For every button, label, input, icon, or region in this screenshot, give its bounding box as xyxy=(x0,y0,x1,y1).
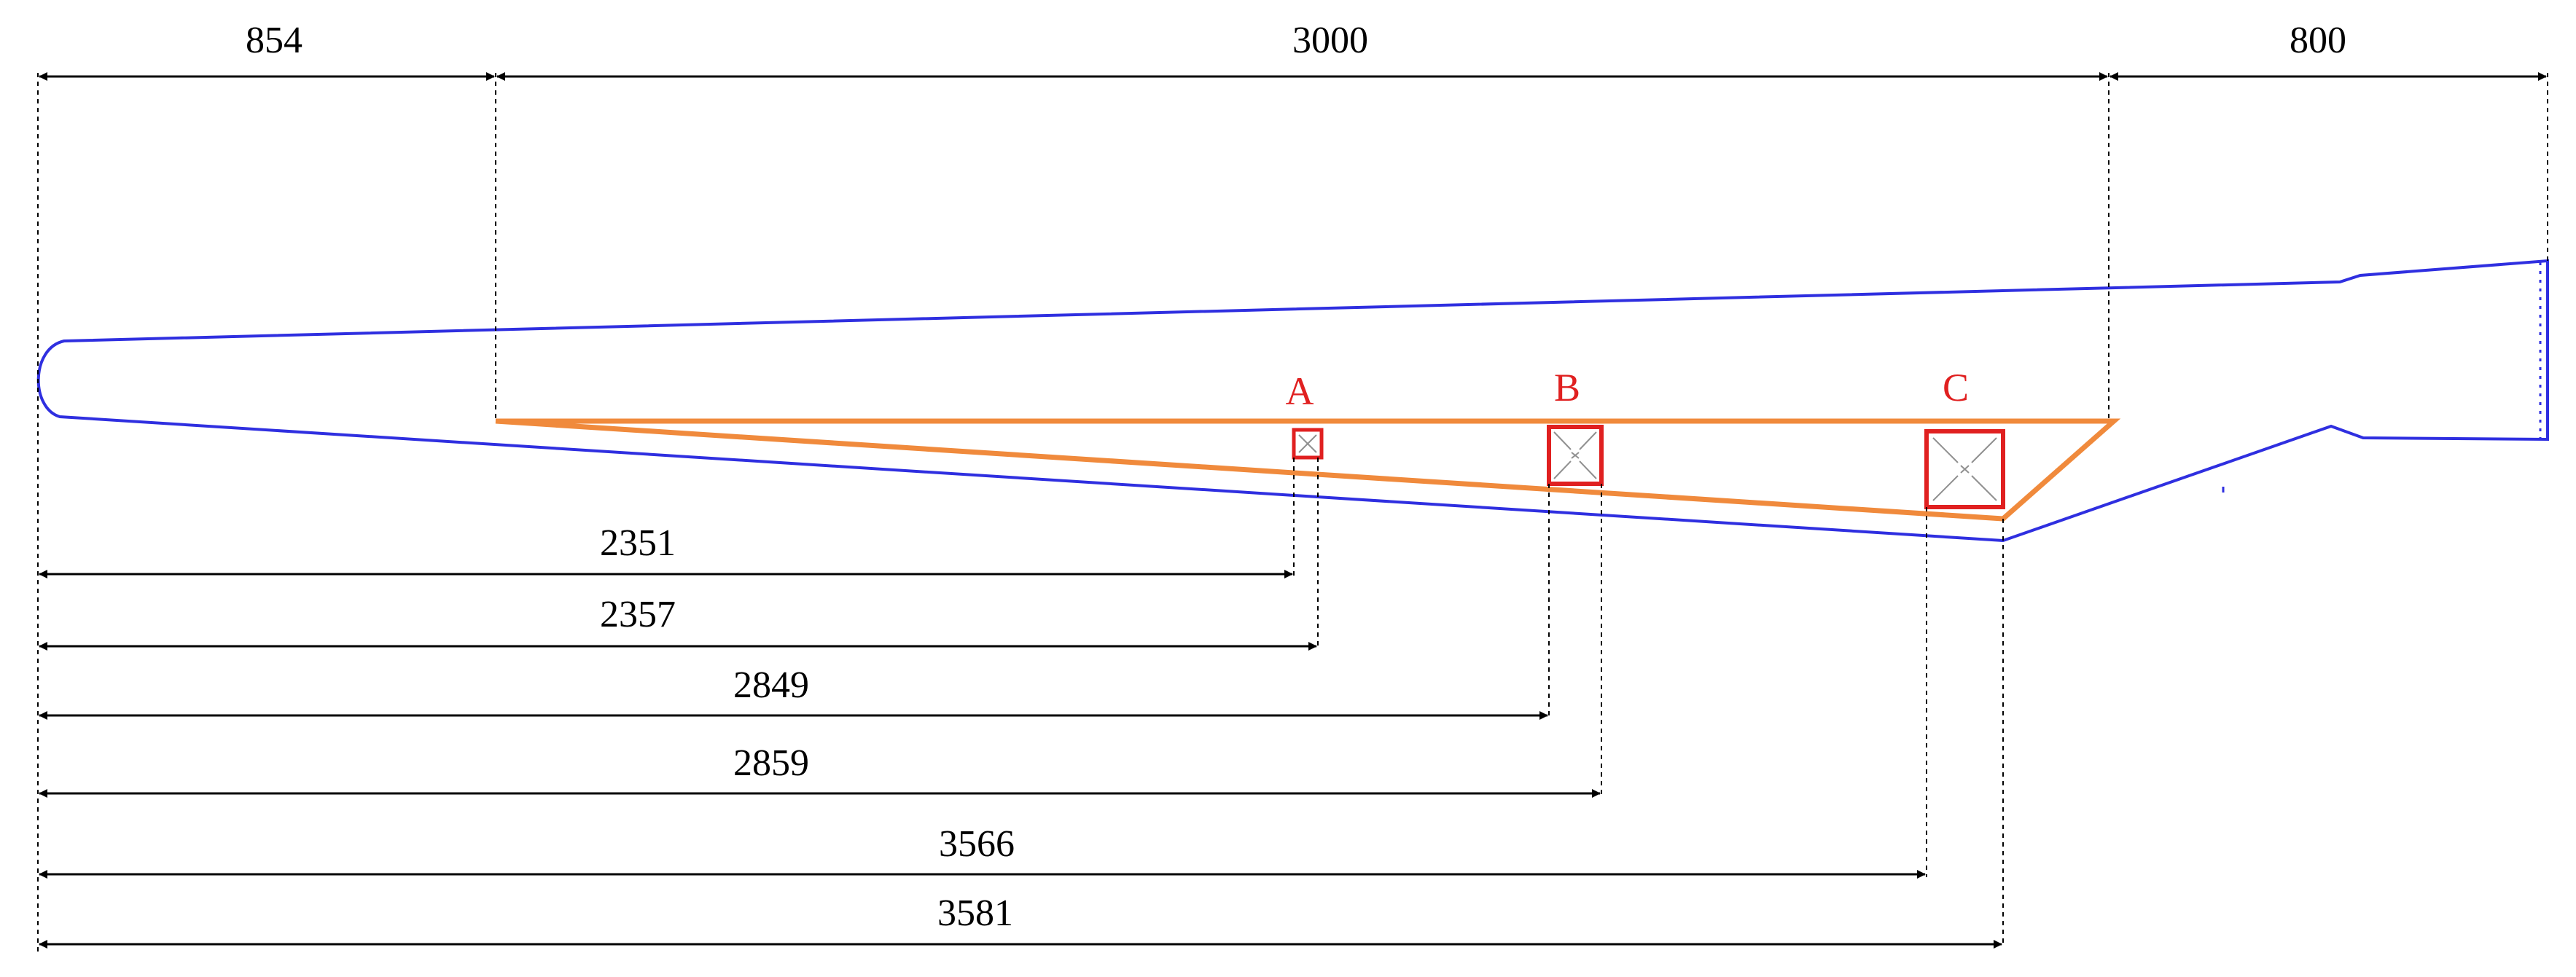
dimension-label-800: 800 xyxy=(2290,20,2346,61)
triangle-region xyxy=(495,418,2121,522)
marker-label-B: B xyxy=(1554,366,1580,409)
dimension-label-3581: 3581 xyxy=(937,892,1013,934)
dimension-label-2859: 2859 xyxy=(733,742,809,784)
dimension-label-2357: 2357 xyxy=(600,594,676,635)
top-extension-lines xyxy=(37,73,2548,954)
blade-outline xyxy=(36,259,2549,543)
marker-label-A: A xyxy=(1286,369,1314,413)
dimension-label-2351: 2351 xyxy=(600,522,676,564)
bottom-dimension-arrows xyxy=(39,570,2002,949)
marker-C xyxy=(1924,429,2005,509)
dimension-label-854: 854 xyxy=(246,20,303,61)
marker-A xyxy=(1292,428,1324,460)
bottom-extension-lines xyxy=(1293,458,2004,947)
marker-B xyxy=(1547,425,1604,486)
dimension-label-3000: 3000 xyxy=(1292,20,1368,61)
dimension-label-3566: 3566 xyxy=(939,823,1015,865)
dimension-label-2849: 2849 xyxy=(733,664,809,706)
marker-label-C: C xyxy=(1943,366,1969,409)
